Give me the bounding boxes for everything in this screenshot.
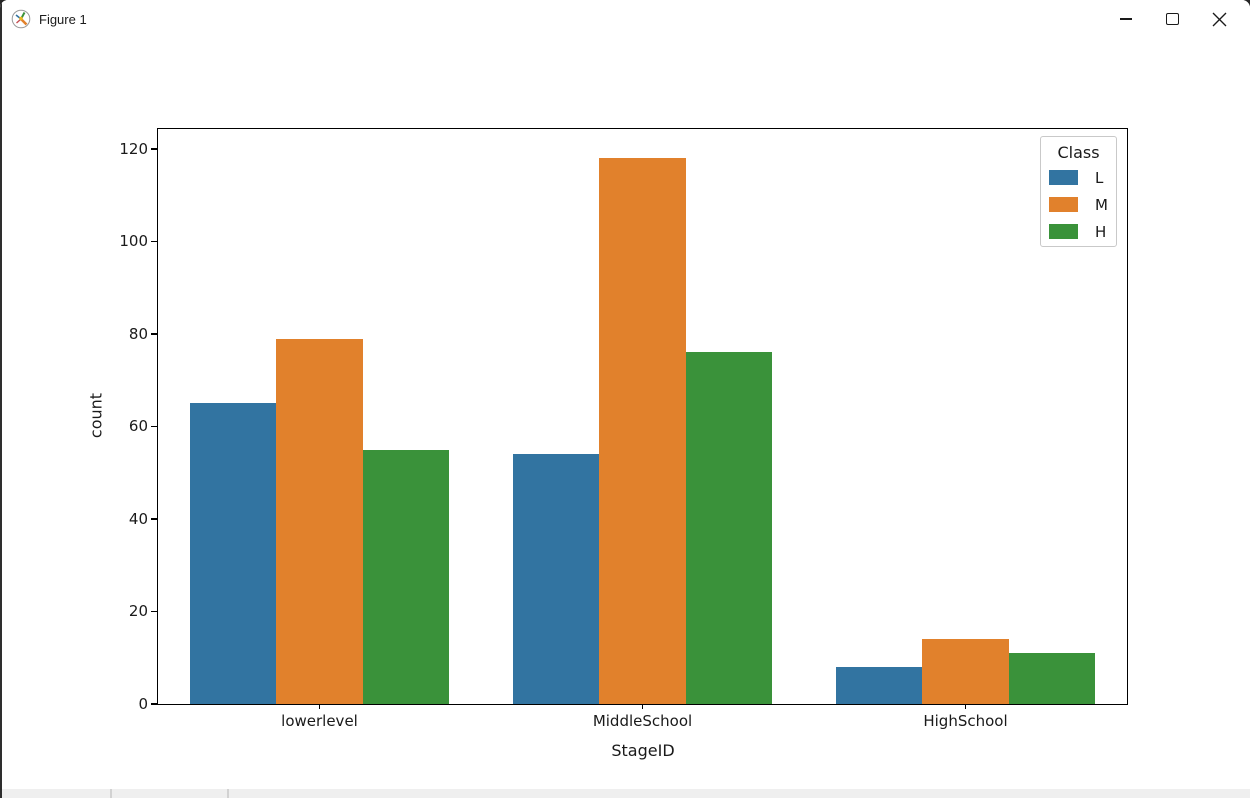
legend-label: M [1095,195,1108,214]
bar-lowerlevel-M [276,338,363,704]
legend-swatch-L [1049,170,1078,185]
y-tick-mark [151,610,157,613]
bar-MiddleSchool-M [599,158,686,704]
titlebar[interactable]: Figure 1 [0,0,1250,38]
bar-MiddleSchool-L [513,454,600,704]
bar-lowerlevel-L [190,403,277,704]
navigation-toolbar-strip [1,789,1250,798]
y-tick-label: 40 [128,509,148,528]
window-left-border [0,0,2,798]
y-tick-label: 0 [138,695,148,713]
legend-swatch-H [1049,224,1078,239]
y-tick-label: 120 [119,139,148,158]
legend-swatch-M [1049,197,1078,212]
bar-MiddleSchool-H [685,352,772,704]
legend-label: H [1095,222,1107,241]
x-tick-mark [641,704,644,709]
close-button[interactable] [1196,0,1243,38]
y-tick-label: 100 [119,232,148,251]
y-tick-mark [151,148,157,150]
maximize-button[interactable] [1149,0,1196,38]
legend-label: L [1095,168,1104,187]
legend-item-M: M [1041,191,1116,218]
plot-area: 0 20 40 60 80 100 120 lowerlevel MiddleSchool Hig… [119,128,1128,730]
x-tick-label: HighSchool [923,712,1008,730]
y-tick-label: 20 [128,602,148,621]
y-tick-mark [151,240,157,243]
window-title: Figure 1 [39,11,87,27]
close-icon [1212,12,1227,26]
x-axis-label: StageID [611,741,675,760]
y-tick-mark [151,425,157,428]
legend-item-H: H [1041,218,1116,245]
y-tick-mark [151,518,157,520]
matplotlib-logo-icon [11,9,31,29]
window-controls [1102,0,1243,38]
legend-item-L: L [1041,164,1116,191]
bar-lowerlevel-H [362,449,449,704]
y-tick-mark [151,703,157,705]
y-axis-label: count [86,392,106,439]
minimize-button[interactable] [1102,0,1149,38]
y-tick-mark [151,333,157,335]
toolbar-widget-edge [227,789,229,798]
bar-HighSchool-H [1008,653,1095,704]
y-tick-label: 80 [128,324,148,343]
bar-HighSchool-L [836,667,923,704]
legend-title: Class [1057,143,1100,162]
toolbar-widget-edge [110,789,112,798]
x-tick-mark [318,704,321,709]
maximize-icon [1166,13,1179,25]
y-tick-label: 60 [128,417,148,436]
x-tick-label: MiddleSchool [592,712,693,730]
x-tick-label: lowerlevel [281,712,358,730]
bar-HighSchool-M [922,639,1009,704]
minimize-icon [1119,18,1132,20]
x-tick-mark [964,704,967,709]
